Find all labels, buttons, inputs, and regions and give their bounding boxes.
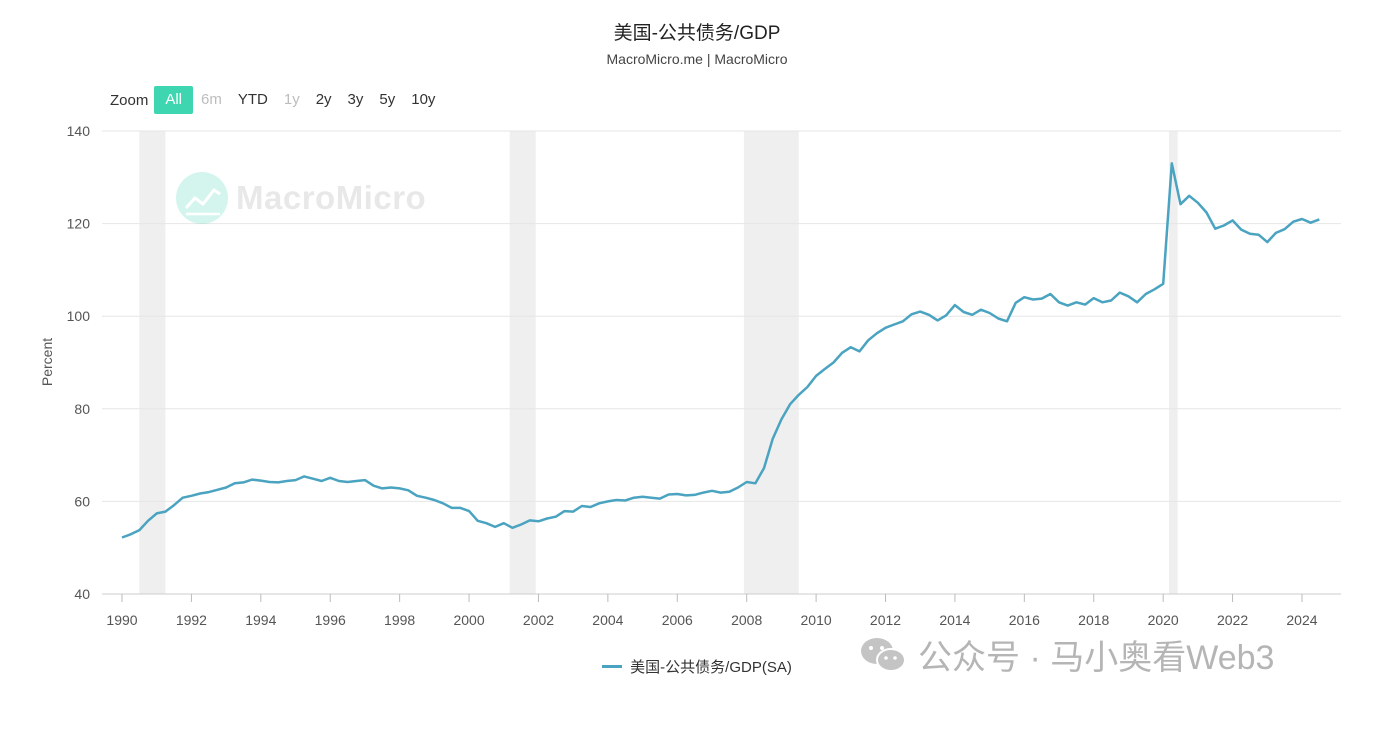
y-tick-label: 140 [67,123,91,139]
zoom-1y-button[interactable]: 1y [283,91,300,108]
zoom-5y-button[interactable]: 5y [379,91,396,108]
x-tick-label: 2004 [592,612,623,628]
watermark-text: MacroMicro [236,179,427,216]
legend-label: 美国-公共债务/GDP(SA) [630,659,792,676]
x-tick-label: 2000 [453,612,484,628]
y-tick-label: 40 [74,586,90,602]
recession-band [743,131,799,594]
x-tick-label: 2006 [662,612,693,628]
zoom-label: Zoom [110,91,149,109]
zoom-6m-button[interactable]: 6m [201,91,222,108]
x-tick-label: 1998 [384,612,415,628]
y-tick-label: 100 [67,308,91,324]
series-layer [121,162,1320,539]
chart-logo-icon [176,172,228,224]
zoom-2y-button[interactable]: 2y [315,91,332,108]
watermark: MacroMicro [176,172,426,224]
zoom-all-button[interactable]: All [154,86,194,114]
x-tick-label: 1990 [106,612,137,628]
zoom-ytd-button[interactable]: YTD [237,91,268,108]
wechat-overlay: 公众号 · 马小奥看Web3 [858,630,1274,679]
x-tick-label: 1996 [315,612,346,628]
x-tick-label: 2008 [731,612,762,628]
y-tick-label: 60 [74,493,90,509]
y-tick-label: 120 [67,216,91,232]
legend[interactable]: 美国-公共债务/GDP(SA) [0,656,1394,677]
y-axis-label: Percent [39,338,55,386]
x-tick-label: 2020 [1148,612,1179,628]
zoom-bar: Zoom All 6m YTD 1y 2y 3y 5y 10y [110,86,443,114]
x-tick-label: 2018 [1078,612,1109,628]
y-tick-label: 80 [74,401,90,417]
x-tick-label: 1994 [245,612,276,628]
x-tick-label: 2014 [939,612,970,628]
grid-lines [102,130,1341,595]
recession-band [1169,131,1178,594]
chart-subtitle: MacroMicro.me | MacroMicro [606,51,788,67]
zoom-3y-button[interactable]: 3y [347,91,364,108]
wechat-overlay-text: 公众号 · 马小奥看Web3 [918,639,1275,677]
zoom-10y-button[interactable]: 10y [411,91,436,108]
x-tick-label: 2002 [523,612,554,628]
x-tick-label: 2024 [1286,612,1317,628]
y-axis: 40 60 80 100 120 140 [67,123,91,602]
x-axis: 1990 1992 1994 1996 1998 2000 2002 2004 2006 2008… [106,594,1318,628]
x-tick-label: 2016 [1009,612,1040,628]
wechat-icon [861,637,906,672]
series-line [121,162,1320,539]
x-tick-label: 2010 [801,612,832,628]
x-tick-label: 2022 [1217,612,1248,628]
x-tick-label: 1992 [176,612,207,628]
legend-line-swatch [602,665,623,668]
x-tick-label: 2012 [870,612,901,628]
chart-title: 美国-公共债务/GDP [613,23,781,44]
recession-band [509,131,536,594]
